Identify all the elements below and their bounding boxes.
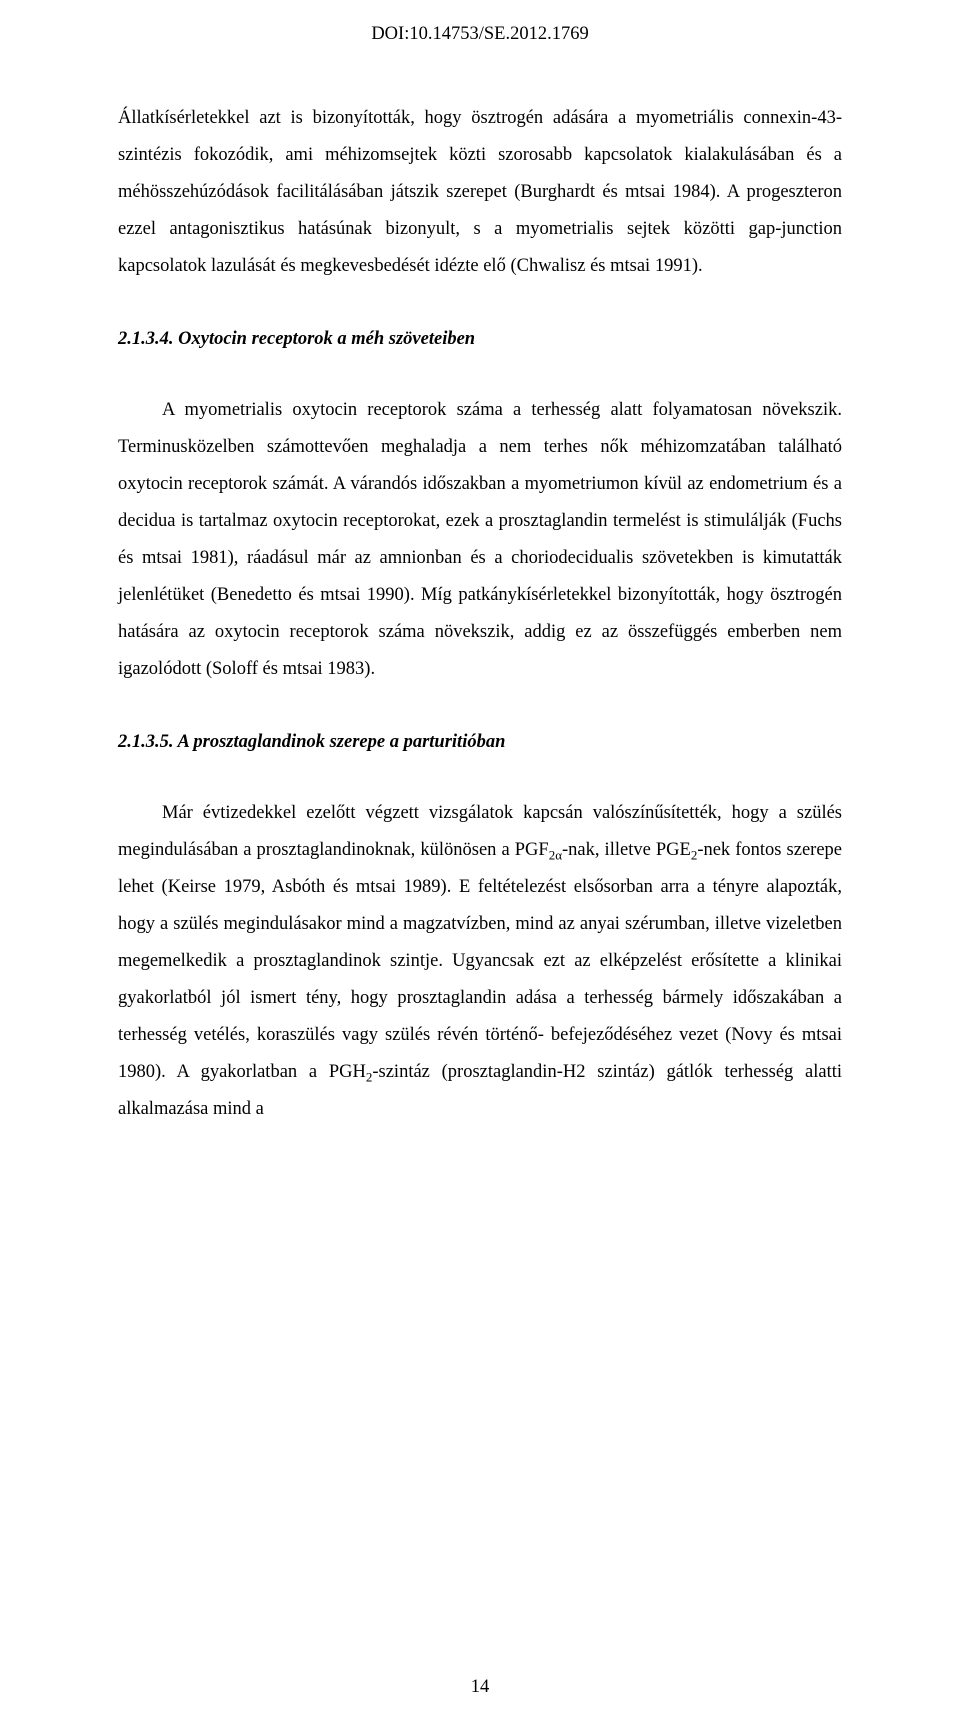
section-heading-2-1-3-5: 2.1.3.5. A prosztaglandinok szerepe a pa… [118,724,842,761]
page-container: DOI:10.14753/SE.2012.1769 Állatkísérlete… [0,0,960,1734]
subscript-2alpha: 2α [549,848,562,863]
para3-run-c: -nek fontos szerepe lehet (Keirse 1979, … [118,840,842,1082]
para3-run-b: -nak, illetve PGE [562,840,691,860]
page-number: 14 [0,1677,960,1698]
doi-header: DOI:10.14753/SE.2012.1769 [0,24,960,45]
section-heading-2-1-3-4: 2.1.3.4. Oxytocin receptorok a méh szöve… [118,321,842,358]
paragraph-1: Állatkísérletekkel azt is bizonyították,… [118,100,842,285]
paragraph-2: A myometrialis oxytocin receptorok száma… [118,392,842,688]
paragraph-3: Már évtizedekkel ezelőtt végzett vizsgál… [118,795,842,1128]
